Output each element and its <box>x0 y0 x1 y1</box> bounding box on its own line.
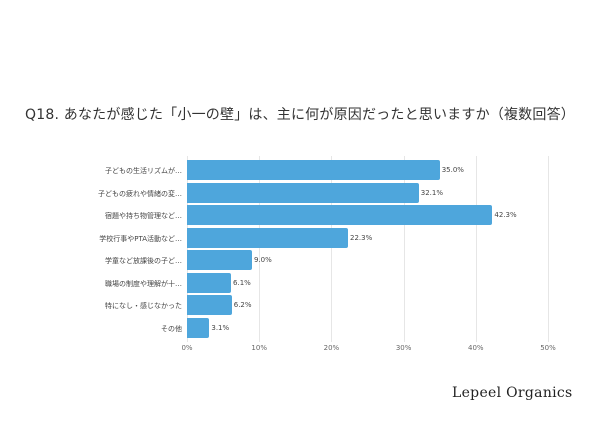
bar-value-label: 9.0% <box>253 256 272 264</box>
bar <box>187 160 440 180</box>
bar-value-label: 3.1% <box>211 323 230 332</box>
gridline <box>475 156 477 342</box>
gridline <box>331 156 333 342</box>
bar <box>187 295 232 315</box>
category-label: 子どもの疲れや情緒の変… <box>98 189 182 198</box>
x-tick-label: 50% <box>540 344 556 352</box>
gridline <box>403 156 405 342</box>
chart-title: Q18. あなたが感じた「小一の壁」は、主に何が原因だったと思いますか（複数回答… <box>25 107 575 123</box>
bar-value-label: 6.2% <box>233 301 252 309</box>
x-tick-label: 0% <box>181 344 193 352</box>
category-label: 特になし・感じなかった <box>105 302 182 310</box>
gridline <box>259 156 261 342</box>
plot-area: 35.0% 32.1% 42.3% 22.3% 9.0% 6.1% 6.2% 3.1% <box>187 156 549 342</box>
bar-value-label: 32.1% <box>420 188 443 197</box>
x-tick-label: 40% <box>468 344 484 352</box>
bar-value-label: 22.3% <box>350 233 373 242</box>
bar <box>187 272 232 293</box>
category-label: その他 <box>161 324 182 333</box>
gridline <box>548 156 549 342</box>
category-label: 学校行事やPTA活動など… <box>99 234 182 243</box>
category-label: 学童など放課後の子ど… <box>105 257 182 265</box>
category-label: 職場の制度や理解が十… <box>105 279 182 288</box>
x-tick-label: 20% <box>323 344 340 352</box>
category-label: 宿題や持ち物管理など… <box>105 212 182 220</box>
x-tick-label: 10% <box>251 344 267 352</box>
gridline <box>187 156 188 342</box>
bar <box>187 182 419 203</box>
bar <box>187 317 210 338</box>
brand-logo-text: Lepeel Organics <box>452 385 573 401</box>
bar-value-label: 42.3% <box>494 211 517 219</box>
x-tick-label: 30% <box>395 344 412 352</box>
bar <box>187 227 348 248</box>
bar-value-label: 6.1% <box>233 278 251 287</box>
category-label: 子どもの生活リズムが… <box>105 167 182 175</box>
bar <box>187 205 493 225</box>
bar <box>187 250 252 270</box>
bar-value-label: 35.0% <box>441 166 464 174</box>
